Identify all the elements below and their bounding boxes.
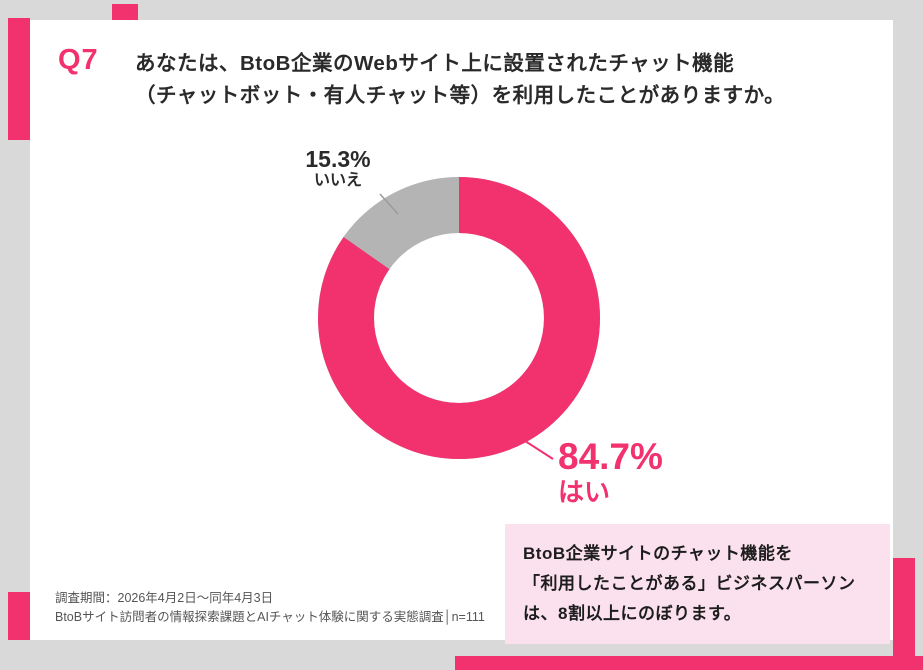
deco-bar-left-top <box>8 18 30 140</box>
deco-square-top <box>112 4 138 20</box>
footnote-line-1: 調査期間：2026年4月2日〜同年4月3日 <box>55 591 274 605</box>
segment-no-percent: 15.3% <box>305 146 371 172</box>
segment-label-yes: 84.7% はい <box>558 438 663 508</box>
deco-bar-bottom <box>455 656 923 670</box>
deco-bar-right-bottom <box>893 558 915 662</box>
donut-slice-yes <box>318 177 600 459</box>
callout-line-2: 「利用したことがある」ビジネスパーソン <box>523 574 856 593</box>
footnote-line-2: BtoBサイト訪問者の情報探索課題とAIチャット体験に関する実態調査│n=111 <box>55 610 485 624</box>
segment-label-no: 15.3% いいえ <box>296 147 380 191</box>
segment-yes-percent: 84.7% <box>558 436 663 477</box>
question-title-line-1: あなたは、BtoB企業のWebサイト上に設置されたチャット機能 <box>135 52 735 75</box>
callout-line-1: BtoB企業サイトのチャット機能を <box>523 544 793 563</box>
question-title: あなたは、BtoB企業のWebサイト上に設置されたチャット機能 （チャットボット… <box>135 48 785 112</box>
donut-chart <box>309 168 609 468</box>
deco-bar-left-bottom <box>8 592 30 640</box>
segment-no-name: いいえ <box>313 172 362 189</box>
callout-line-3: は、8割以上にのぼります。 <box>523 604 742 623</box>
donut-svg <box>318 177 600 459</box>
segment-yes-name: はい <box>558 477 611 507</box>
question-number: Q7 <box>58 44 99 76</box>
question-title-line-2: （チャットボット・有人チャット等）を利用したことがありますか。 <box>135 84 786 107</box>
footnote: 調査期間：2026年4月2日〜同年4月3日 BtoBサイト訪問者の情報探索課題と… <box>55 589 485 627</box>
callout-box: BtoB企業サイトのチャット機能を 「利用したことがある」ビジネスパーソン は、… <box>505 524 890 644</box>
